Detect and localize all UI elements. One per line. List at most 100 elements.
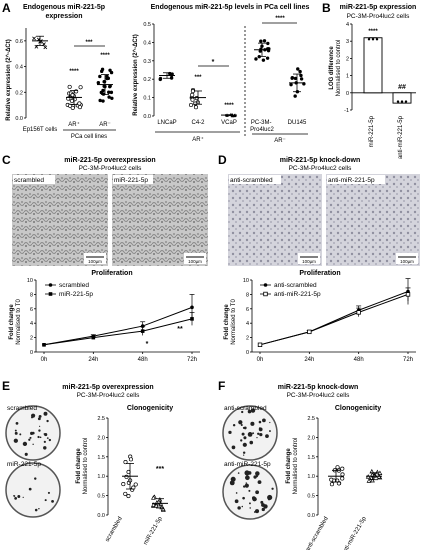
a-mid-y-tick-label: 0.3: [143, 59, 151, 65]
a-left-ep156t-point: [43, 45, 48, 50]
a-mid-du145-point: [293, 94, 297, 98]
b-point-0: [367, 38, 371, 41]
colony: [261, 507, 265, 512]
colony: [229, 480, 235, 486]
d-plot-title: Proliferation: [299, 270, 340, 277]
colony: [242, 426, 245, 429]
b-cat-mir: miR-221-5p: [369, 115, 375, 147]
a-mid-group-arpos: AR⁺: [192, 136, 204, 143]
a-left-arpos-point: [67, 84, 72, 89]
e-ylabel2: Normalised to control: [83, 438, 89, 495]
colony: [38, 508, 40, 510]
a-left-y-tick-label: 0.4: [15, 65, 23, 71]
d-ylabel2: Normalised to T0: [231, 299, 237, 345]
e-group-0-point: [124, 474, 129, 479]
panel-letter-a: A: [2, 1, 11, 15]
a-left-arneg-point: [98, 98, 102, 103]
d-legend-marker-anti-scrambled: [263, 283, 268, 287]
d-point-1: [307, 329, 312, 335]
panel-letter-d: D: [218, 153, 227, 167]
e-group-1-point: [151, 495, 156, 500]
c-y-tick-label: 0: [30, 350, 33, 356]
d-title1: miR-221-5p knock-down: [280, 157, 361, 164]
d-legend-marker-anti-mir: [263, 291, 268, 297]
colony: [240, 439, 243, 442]
colony: [14, 431, 18, 435]
colony: [31, 416, 34, 419]
d-image-anti-scrambled: [228, 174, 322, 266]
c-x-tick-label: 72h: [187, 357, 197, 363]
a-mid-pc3m-point: [265, 56, 270, 60]
c-y-tick-label: 2: [30, 336, 33, 342]
a-mid-pc3m-point: [266, 41, 270, 46]
a-mid-lncap-point: [158, 77, 162, 82]
colony: [247, 432, 253, 437]
a-left-arneg-point: [101, 88, 105, 93]
colony: [265, 434, 269, 439]
a-mid-pc3m-point: [259, 39, 263, 43]
a-left-arneg-point: [96, 81, 101, 85]
colony: [240, 423, 243, 427]
colony: [249, 502, 251, 505]
a-mid-du145-point: [299, 73, 303, 78]
c-x-tick-label: 48h: [138, 357, 148, 363]
colony: [231, 445, 236, 450]
f-group-0-point: [340, 472, 345, 477]
colony: [48, 438, 52, 442]
colony: [43, 433, 46, 435]
d-legend-anti-scrambled: anti-scrambled: [274, 282, 317, 289]
a-mid-pc3m-point: [261, 58, 266, 62]
b-y-tick-label: 2: [346, 56, 349, 62]
colony: [259, 432, 263, 437]
e-y-tick-label: 1.5: [97, 455, 105, 461]
e-y-tick-label: 2.5: [97, 416, 105, 422]
colony: [241, 432, 245, 436]
d-image-anti-mir: [326, 174, 420, 266]
colony: [257, 432, 260, 435]
colony: [30, 431, 34, 435]
c-ylabel2: Normalised to T0: [16, 299, 22, 345]
a-mid-y-tick-label: 0.4: [143, 40, 151, 46]
colony: [34, 508, 38, 512]
d-plot: 0 2 4 6 8 10 0h 24h 48h 72h: [243, 278, 416, 363]
a-mid-ylabel: Relative expression (2^-ΔCt): [133, 34, 139, 116]
c-legend-scrambled: scrambled: [59, 282, 89, 289]
d-scalebar-1: 100µm: [302, 259, 316, 264]
colony: [269, 421, 271, 424]
a-left-arneg-point: [98, 74, 102, 79]
a-left-arneg-point: [101, 99, 105, 103]
b-y-tick-label: 1: [346, 74, 349, 80]
f-ylabel1: Fold change: [286, 448, 292, 484]
a-left-arpos-point: [70, 105, 75, 110]
e-title2: PC-3M-Pro4luc2 cells: [77, 392, 141, 399]
a-mid-cat-du145: DU145: [288, 120, 307, 126]
f-dish-anti-scrambled: [222, 405, 278, 461]
colony: [19, 433, 22, 436]
a-left-cat-arneg: AR⁻: [99, 122, 111, 128]
a-left-cat-ep156t: Ep156T cells: [23, 127, 58, 133]
b-ylabel1: LOG difference: [329, 46, 335, 90]
b-star-mir: ****: [368, 29, 378, 35]
a-left-star-arneg: ****: [100, 53, 110, 59]
a-left-cat-arpos: AR⁺: [68, 121, 80, 128]
a-left-arpos-point: [77, 105, 83, 110]
b-point-1: [400, 100, 404, 103]
colony: [256, 437, 258, 439]
e-dish-scrambled: [5, 405, 61, 461]
colony: [242, 442, 247, 447]
b-cat-anti: anti-miR-221-5p: [398, 115, 404, 159]
b-y-tick-label: 4: [346, 22, 349, 28]
colony: [247, 409, 252, 414]
b-y-tick-label: 0: [346, 91, 349, 97]
d-line-1: [259, 293, 409, 346]
a-left-group-label: PCa cell lines: [71, 134, 107, 140]
a-mid-c42-point: [193, 101, 198, 106]
a-mid-star-c42: ***: [194, 75, 202, 81]
colony: [243, 454, 245, 456]
colony: [46, 437, 49, 439]
c-legend-mir: miR-221-5p: [59, 291, 93, 298]
b-plot: -1 0 1 2 3 4: [344, 22, 416, 114]
e-group-1-point: [151, 502, 156, 507]
e-image-label-mir: miR-221-5p: [7, 461, 41, 468]
colony: [17, 495, 21, 498]
